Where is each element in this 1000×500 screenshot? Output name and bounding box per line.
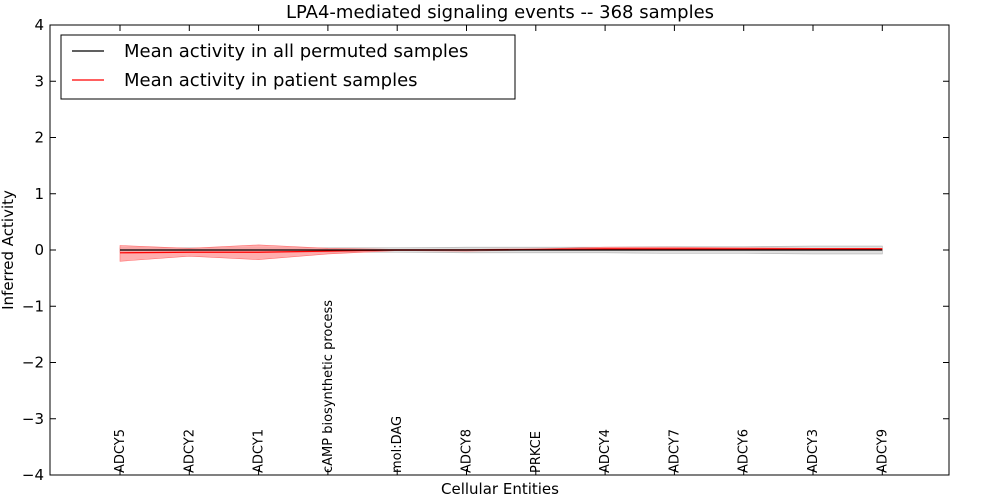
x-tick-label: ADCY3	[806, 429, 821, 473]
chart-title: LPA4-mediated signaling events -- 368 sa…	[286, 2, 714, 23]
y-axis-title: Inferred Activity	[0, 190, 17, 310]
confidence-bands	[119, 244, 883, 262]
x-tick-label: ADCY2	[182, 429, 197, 473]
legend: Mean activity in all permuted samples Me…	[60, 34, 516, 100]
x-tick-label: ADCY9	[875, 429, 890, 473]
x-tick-label: mol:DAG	[390, 416, 405, 473]
x-tick-label: ADCY8	[460, 429, 475, 473]
legend-label-patient: Mean activity in patient samples	[124, 70, 418, 91]
y-tick-label: 1	[34, 185, 44, 203]
y-tick-label: −4	[22, 466, 44, 484]
y-tick-label: −1	[22, 297, 44, 315]
x-tick-label: ADCY6	[737, 429, 752, 473]
y-tick-label: 0	[34, 241, 44, 259]
y-tick-label: 2	[34, 129, 44, 147]
y-tick-label: 3	[34, 72, 44, 90]
y-axis: −4 −3 −2 −1 0 1 2 3 4	[22, 16, 949, 484]
x-tick-label: ADCY1	[252, 429, 267, 473]
x-tick-label: ADCY5	[113, 429, 128, 473]
x-tick-label: PRKCE	[529, 431, 544, 473]
x-tick-label: ADCY7	[667, 429, 682, 473]
legend-label-permuted: Mean activity in all permuted samples	[124, 41, 468, 62]
y-tick-label: −3	[22, 410, 44, 428]
series-lines	[119, 248, 883, 254]
x-axis-title: Cellular Entities	[441, 480, 559, 498]
y-tick-label: 4	[34, 16, 44, 34]
x-axis: ADCY5 ADCY2 ADCY1 cAMP biosynthetic process…	[113, 25, 890, 475]
legend-box	[60, 34, 516, 100]
y-tick-label: −2	[22, 354, 44, 372]
x-tick-label: ADCY4	[598, 429, 613, 473]
x-tick-label: cAMP biosynthetic process	[321, 300, 336, 473]
